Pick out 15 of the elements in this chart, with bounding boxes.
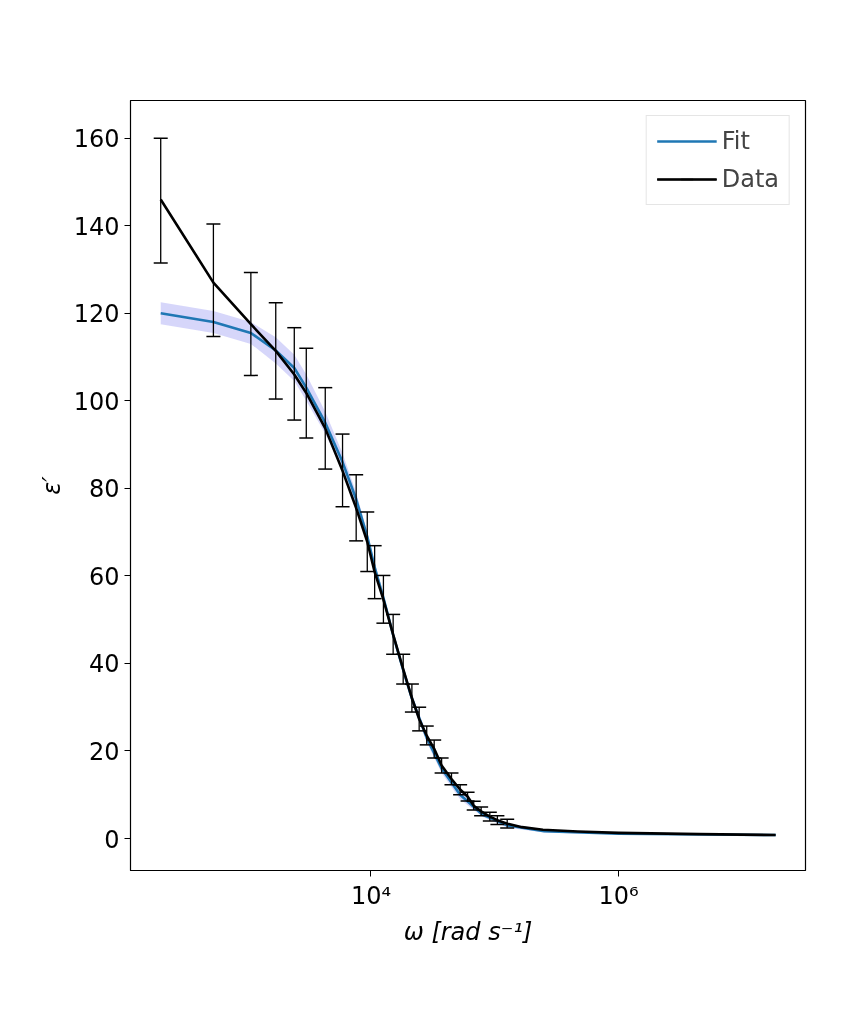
y-tick-label: 20: [88, 737, 120, 766]
y-tick-label: 40: [88, 650, 120, 679]
y-tick-label: 100: [73, 387, 120, 416]
y-tick-label: 120: [73, 300, 120, 329]
legend-label: Fit: [721, 127, 750, 155]
legend-label: Data: [721, 165, 779, 193]
y-tick-label: 0: [104, 825, 120, 854]
x-axis-title: ω [rad s⁻¹]: [403, 917, 533, 946]
y-tick-label: 60: [88, 562, 120, 591]
y-tick-label: 140: [73, 212, 120, 241]
x-tick-label: 10⁶: [598, 881, 639, 910]
y-tick-label: 160: [73, 125, 120, 154]
y-tick-label: 80: [88, 475, 120, 504]
x-tick-label: 10⁴: [350, 881, 392, 910]
y-axis-title: ε′: [37, 475, 66, 495]
